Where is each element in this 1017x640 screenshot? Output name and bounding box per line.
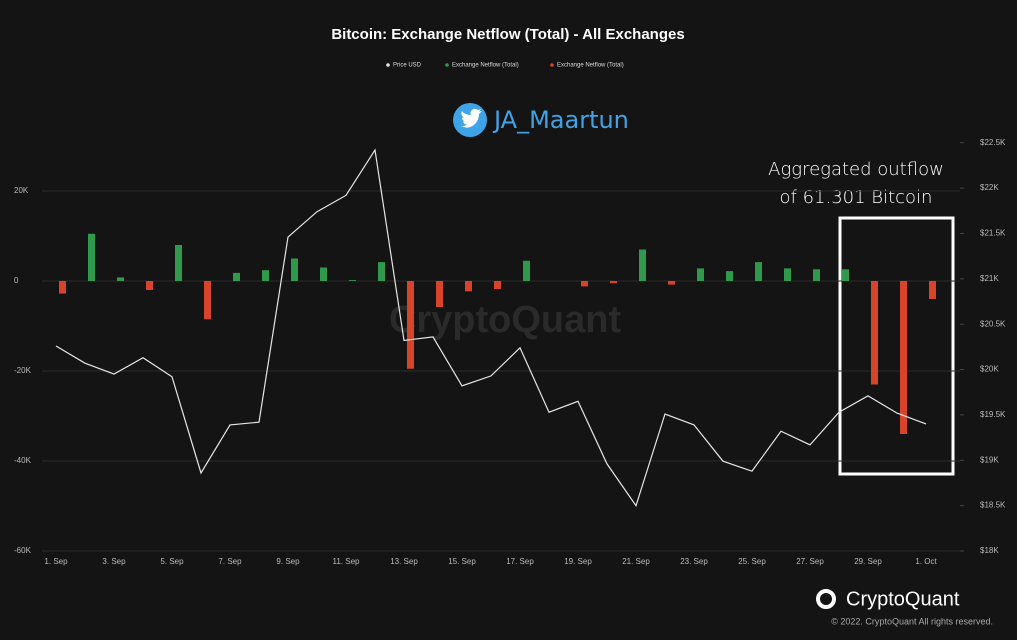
- legend-label: Price USD: [393, 63, 422, 69]
- bar: [233, 272, 240, 281]
- bar: [581, 281, 588, 287]
- bar: [784, 268, 791, 281]
- bar: [204, 281, 211, 320]
- x-tick-label: 5. Sep: [160, 557, 184, 566]
- y2-tick-label: $18.5K: [980, 501, 1006, 510]
- bar: [697, 268, 704, 281]
- x-tick-label: 29. Sep: [854, 557, 882, 566]
- x-tick-label: 27. Sep: [796, 557, 824, 566]
- bar: [378, 262, 385, 281]
- y2-tick-label: $20K: [980, 365, 999, 374]
- bar: [291, 258, 298, 281]
- logo-icon: [816, 589, 836, 609]
- bar: [465, 281, 472, 292]
- bar: [320, 267, 327, 281]
- bar: [755, 262, 762, 281]
- bar: [175, 245, 182, 281]
- x-tick-label: 1. Oct: [915, 557, 937, 566]
- bar: [523, 260, 530, 281]
- bar: [117, 277, 124, 281]
- highlight-box: [838, 216, 955, 476]
- y-tick-label: -40K: [14, 456, 32, 465]
- y2-tick-label: $18K: [980, 546, 999, 555]
- y2-tick-label: $21K: [980, 274, 999, 283]
- bar: [610, 281, 617, 284]
- bar: [146, 281, 153, 290]
- bar: [88, 233, 95, 281]
- annotation: Aggregated outflow: [768, 159, 944, 180]
- x-tick-label: 19. Sep: [564, 557, 592, 566]
- legend-swatch: [445, 63, 449, 67]
- legend-item: Exchange Netflow (Total): [550, 63, 624, 69]
- bar: [262, 270, 269, 281]
- bar: [871, 281, 878, 385]
- x-tick-label: 3. Sep: [102, 557, 126, 566]
- chart-title: Bitcoin: Exchange Netflow (Total) - All …: [331, 26, 684, 43]
- y2-tick-label: $19.5K: [980, 410, 1006, 419]
- x-tick-label: 13. Sep: [390, 557, 418, 566]
- legend-item: Exchange Netflow (Total): [445, 63, 519, 69]
- bar: [407, 281, 414, 369]
- legend-swatch: [386, 63, 390, 67]
- y2-tick-label: $19K: [980, 455, 999, 464]
- price-line: [55, 148, 927, 507]
- bar: [668, 281, 675, 285]
- y2-tick-label: $21.5K: [980, 229, 1006, 238]
- x-tick-label: 21. Sep: [622, 557, 650, 566]
- twitter-bird: [461, 108, 482, 128]
- x-tick-label: 23. Sep: [680, 557, 708, 566]
- brand-logo: CryptoQuant: [816, 588, 960, 610]
- legend-label: Exchange Netflow (Total): [557, 63, 624, 69]
- bar: [349, 280, 356, 281]
- bar: [639, 249, 646, 281]
- brand: CryptoQuant: [846, 588, 960, 610]
- bar: [59, 281, 66, 294]
- x-tick-label: 15. Sep: [448, 557, 476, 566]
- x-tick-label: 7. Sep: [218, 557, 242, 566]
- copyright: © 2022. CryptoQuant All rights reserved.: [831, 616, 993, 626]
- watermark: CryptoQuant: [389, 299, 622, 341]
- bar: [494, 281, 501, 290]
- legend-swatch: [550, 63, 554, 67]
- bar: [726, 271, 733, 281]
- legend-item: Price USD: [386, 63, 422, 69]
- y2-tick-label: $20.5K: [980, 319, 1006, 328]
- twitter-handle: JA_Maartun: [453, 103, 629, 137]
- annotation: JA_Maartun: [492, 106, 629, 134]
- y-tick-label: 20K: [14, 186, 29, 195]
- y2-tick-label: $22K: [980, 183, 999, 192]
- y2-tick-label: $22.5K: [980, 138, 1006, 147]
- legend-label: Exchange Netflow (Total): [452, 63, 519, 69]
- bar: [436, 281, 443, 308]
- x-tick-label: 1. Sep: [44, 557, 68, 566]
- x-tick-label: 9. Sep: [276, 557, 300, 566]
- x-tick-label: 25. Sep: [738, 557, 766, 566]
- x-tick-label: 17. Sep: [506, 557, 534, 566]
- bar: [900, 281, 907, 434]
- bar: [842, 269, 849, 281]
- bar: [929, 281, 936, 299]
- y-tick-label: 0: [14, 276, 19, 285]
- bar: [813, 269, 820, 281]
- y-tick-label: -20K: [14, 366, 32, 375]
- annotation: of 61.301 Bitcoin: [780, 187, 933, 208]
- y-tick-label: -60K: [14, 546, 32, 555]
- x-tick-label: 11. Sep: [333, 557, 361, 566]
